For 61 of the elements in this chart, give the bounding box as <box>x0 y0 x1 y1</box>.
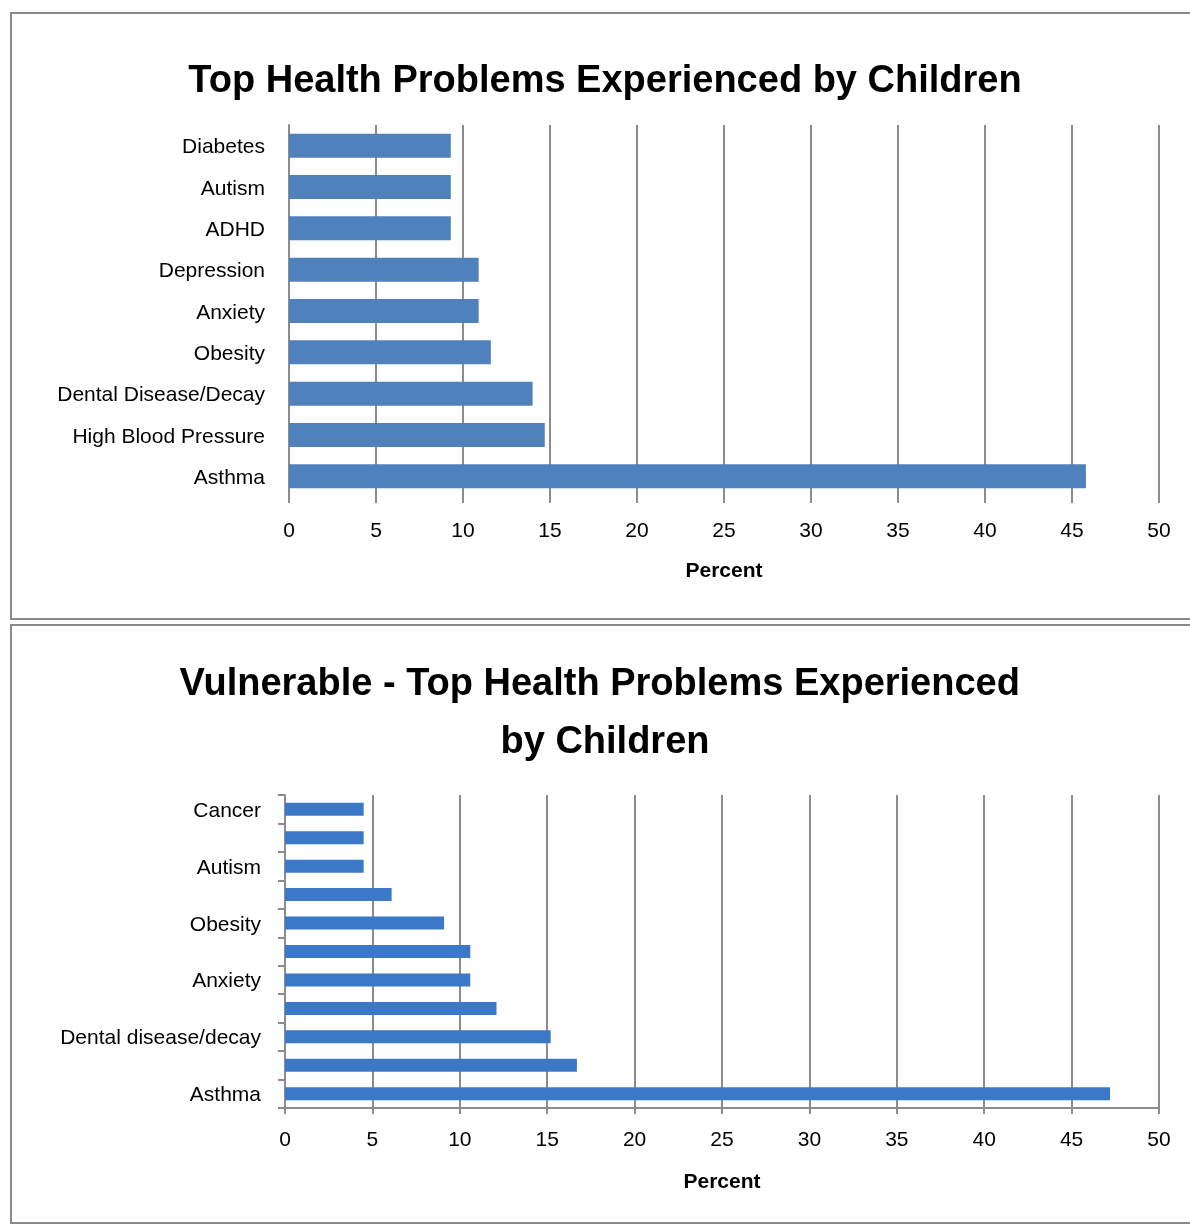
x-tick-label: 20 <box>622 1127 647 1150</box>
bar <box>285 1001 497 1015</box>
y-tick-label: Obesity <box>189 911 262 935</box>
bar <box>289 175 451 199</box>
bar <box>289 216 451 241</box>
bar <box>289 299 479 323</box>
x-tick-label: 20 <box>625 518 649 541</box>
y-tick-label: Autism <box>200 175 265 199</box>
y-tick-label: Cancer <box>193 797 261 821</box>
bar <box>285 802 364 816</box>
bar <box>285 916 445 930</box>
bar <box>289 464 1086 489</box>
bar <box>289 381 533 406</box>
x-tick-label: 30 <box>797 1127 822 1150</box>
x-tick-label: 50 <box>1147 1127 1171 1150</box>
x-tick-label: 0 <box>279 1127 291 1150</box>
y-tick-label: Asthma <box>193 464 266 488</box>
x-tick-label: 40 <box>972 1127 996 1150</box>
bar <box>285 859 364 873</box>
y-tick-label: High Blood Pressure <box>72 423 265 447</box>
x-tick-label: 10 <box>448 1127 472 1150</box>
bar <box>285 973 471 987</box>
bar <box>285 888 392 902</box>
y-tick-label: Dental Disease/Decay <box>57 382 266 406</box>
bar <box>289 133 451 158</box>
bar <box>289 340 491 365</box>
y-tick-label: ADHD <box>205 216 265 240</box>
x-tick-label: 0 <box>283 518 295 541</box>
chart-title: Top Health Problems Experienced by Children <box>188 58 1022 100</box>
bar <box>289 423 545 447</box>
x-tick-label: 40 <box>973 518 997 541</box>
y-tick-label: Dental disease/decay <box>60 1025 262 1049</box>
bar <box>285 1087 1111 1101</box>
y-tick-label: Asthma <box>189 1082 262 1106</box>
x-tick-label: 45 <box>1059 1127 1084 1150</box>
y-tick-label: Diabetes <box>182 134 265 158</box>
y-tick-label: Autism <box>196 854 261 878</box>
x-tick-label: 15 <box>535 1127 559 1150</box>
bar <box>285 831 364 845</box>
x-axis-title: Percent <box>683 1169 761 1192</box>
x-tick-label: 5 <box>366 1127 379 1150</box>
bar <box>289 257 479 282</box>
x-tick-label: 25 <box>712 518 736 541</box>
y-tick-label: Anxiety <box>196 299 266 323</box>
x-tick-label: 5 <box>370 518 382 541</box>
x-tick-label: 35 <box>886 518 910 541</box>
x-axis-title: Percent <box>685 558 763 581</box>
x-tick-label: 35 <box>885 1127 909 1150</box>
x-tick-label: 15 <box>538 518 562 541</box>
bar <box>285 945 471 958</box>
x-tick-label: 10 <box>451 518 475 541</box>
bar <box>285 1058 577 1072</box>
x-tick-label: 50 <box>1147 518 1171 541</box>
y-tick-label: Obesity <box>193 340 266 364</box>
x-tick-label: 45 <box>1060 518 1084 541</box>
x-tick-label: 25 <box>710 1127 734 1150</box>
bar <box>285 1030 551 1044</box>
y-tick-label: Anxiety <box>192 968 262 992</box>
x-tick-label: 30 <box>799 518 823 541</box>
chart-title: Vulnerable - Top Health Problems Experienced by Children <box>179 661 1031 761</box>
y-tick-label: Depression <box>158 258 265 282</box>
